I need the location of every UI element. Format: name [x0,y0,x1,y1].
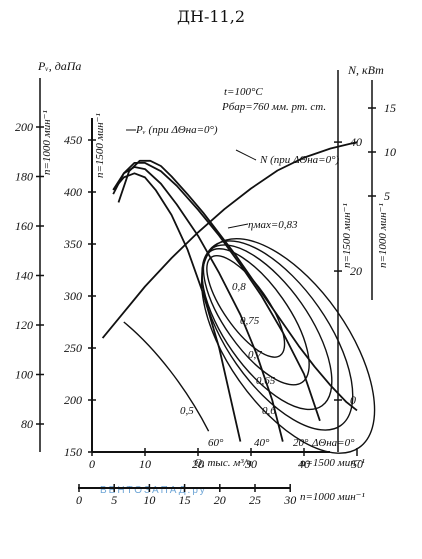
y-tick-label-n1500: 350 [63,237,82,251]
angle-label-60: 60° [208,437,224,449]
series-line-4 [101,141,358,339]
y-axis-label: Pᵥ, даПа [37,59,81,73]
x-tick-label-n1000: 0 [76,493,82,507]
n-tick-label-n1500: 20 [350,264,362,278]
efficiency-label-050: 0,5 [180,405,194,417]
y-tick-label-n1500: 450 [64,133,82,147]
series-line-3 [112,172,242,442]
x-tick-label-n1500: 40 [298,457,310,471]
pressure-curve-label: Pᵥ (при ΔΘна=0°) [135,124,218,136]
x-tick-label-n1000: 20 [214,493,226,507]
efficiency-contour-060 [200,237,376,454]
efficiency-label-060: 0,6 [262,405,276,417]
x-tick-label-n1000: 5 [111,493,117,507]
n-tick-label-n1000: 5 [384,189,390,203]
x-tick-label-n1500: 20 [192,457,204,471]
power-leader [235,149,257,161]
y-tick-label-n1000: 180 [15,170,33,184]
y-tick-label-n1500: 400 [64,185,82,199]
series-line-1 [112,162,321,422]
rpm-label-bottom-n1500: n=1500 мин⁻¹ [300,457,365,469]
y-tick-label-n1000: 160 [15,219,33,233]
y-tick-label-n1000: 140 [15,269,33,283]
n-tick-label-n1000: 10 [384,145,396,159]
y-tick-label-n1500: 300 [63,289,82,303]
efficiency-contour-065 [201,240,354,431]
x-tick-label-n1000: 10 [143,493,155,507]
n-tick-label-n1000: 15 [384,101,396,115]
y-tick-label-n1500: 150 [64,445,82,459]
x-tick-label-n1000: 25 [249,493,261,507]
series-line-0 [117,159,358,412]
y-tick-label-n1000: 80 [21,417,33,431]
rpm-label-left-n1500: n=1500 мин⁻¹ [94,113,106,178]
y-tick-label-n1500: 200 [64,393,82,407]
x-axis-label: Q, тыс. м³/ч [194,457,252,469]
x-tick-label-n1000: 15 [179,493,191,507]
series-line-2 [112,166,284,442]
rpm-label-bottom-n1000: n=1000 мин⁻¹ [300,491,365,503]
y-tick-label-n1000: 120 [15,318,33,332]
condition-pressure: Pбар=760 мм. рт. ст. [221,101,326,113]
rpm-label-left-n1000: n=1000 мин⁻¹ [41,110,53,175]
y-tick-label-n1000: 200 [15,120,33,134]
chart-title: ДН-11,2 [177,7,245,26]
y-tick-label-n1000: 100 [15,368,33,382]
watermark: ВЕНТОЗАПАД.ру [100,485,207,496]
right-axis-label: N, кВт [347,63,384,77]
efficiency-label-080: 0,8 [232,281,246,293]
x-tick-label-n1500: 10 [139,457,151,471]
angle-label-40: 40° [254,437,270,449]
y-tick-label-n1500: 250 [64,341,82,355]
x-tick-label-n1000: 30 [283,493,296,507]
efficiency-contour-080 [206,254,286,358]
angle-label-20: 20° [293,437,309,449]
angle-label-0: ΔΘна=0° [311,437,355,449]
rpm-label-right-n1000: n=1000 мин⁻¹ [377,203,389,268]
x-tick-label-n1500: 30 [244,457,257,471]
condition-temperature: t=100°C [224,86,263,98]
efficiency-contour-050 [123,321,210,432]
eta-max-leader [227,223,249,229]
eta-max-label: ηмах=0,83 [248,219,298,231]
rpm-label-right-n1500: n=1500 мин⁻¹ [341,203,353,268]
x-tick-label-n1500: 50 [351,457,363,471]
x-tick-label-n1500: 0 [89,457,95,471]
